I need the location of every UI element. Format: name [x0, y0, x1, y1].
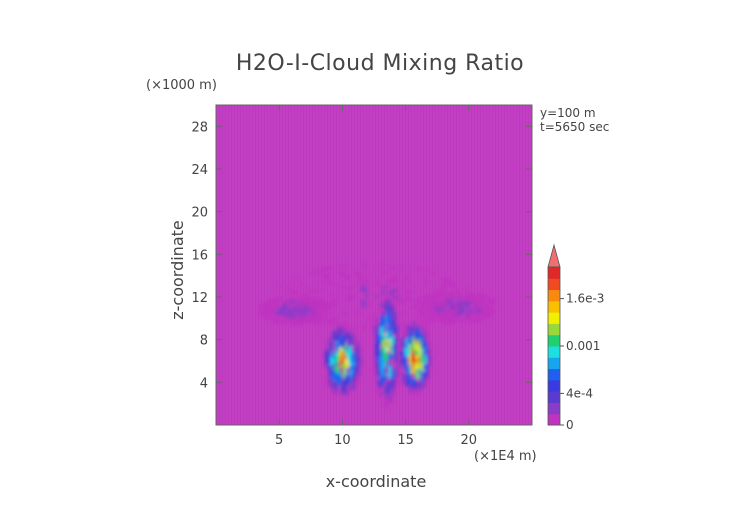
y-tick-label: 16 [191, 248, 208, 263]
y-axis-label: z-coordinate [168, 220, 187, 320]
plot-background [216, 105, 532, 425]
plot-frame [215, 104, 533, 426]
colorbar-tick-label: 4e-4 [566, 386, 593, 400]
colorbar-extend-arrow [547, 243, 561, 268]
cloud-region-core-left [323, 325, 363, 398]
y-tick-label: 8 [200, 334, 208, 349]
y-tick-label: 12 [191, 291, 208, 306]
cloud-region-core-center [373, 292, 401, 409]
colorbar-segment [548, 323, 560, 336]
colorbar-segment [548, 289, 560, 302]
colorbar-segment [548, 402, 560, 415]
colorbar: 1.6e-3 0.001 4e-4 0 [547, 243, 604, 432]
annotation-y: y=100 m [540, 106, 596, 120]
y-tick-label: 4 [200, 376, 208, 391]
colorbar-segment [548, 379, 560, 392]
cloud-region-core-right [397, 321, 432, 398]
colorbar-segment [548, 267, 560, 279]
annotation-t: t=5650 sec [540, 120, 609, 134]
colorbar-segment [548, 391, 560, 403]
plot-area: 5 10 15 20 4 8 12 16 20 24 28 [191, 104, 533, 448]
x-tick-label: 10 [334, 433, 351, 448]
x-unit-label: (×1E4 m) [474, 449, 537, 464]
colorbar-segment [548, 334, 560, 347]
colorbar-segment [548, 357, 560, 370]
colorbar-segment [548, 413, 560, 426]
cloud-region-upper-cloud [278, 262, 471, 331]
x-tick-label: 5 [275, 433, 283, 448]
colorbar-segment [548, 346, 560, 358]
y-unit-label: (×1000 m) [146, 78, 217, 93]
x-axis-label: x-coordinate [326, 472, 427, 491]
colorbar-segment [548, 312, 560, 324]
colorbar-tick-label: 0.001 [566, 339, 600, 353]
y-tick-label: 24 [191, 163, 208, 178]
x-tick-label: 20 [461, 433, 478, 448]
colorbar-segment [548, 368, 560, 381]
colorbar-segment [548, 278, 560, 291]
colorbar-segment [548, 300, 560, 313]
y-tick-label: 28 [191, 120, 208, 135]
chart-title: H2O-I-Cloud Mixing Ratio [236, 51, 524, 76]
x-tick-label: 15 [397, 433, 414, 448]
colorbar-tick-label: 1.6e-3 [566, 292, 604, 306]
colorbar-tick-label: 0 [566, 418, 574, 432]
y-tick-label: 20 [191, 206, 208, 221]
cloud-region-anvil-left [257, 295, 332, 326]
